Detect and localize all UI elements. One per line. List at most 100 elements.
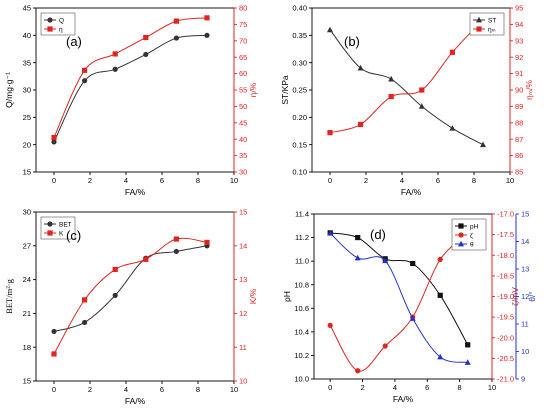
p1-y-right-axis-label: ηₘ/% [524, 80, 534, 100]
p3-series-2-point [327, 230, 334, 236]
p0-series-1-point [51, 134, 57, 141]
p2-legend-label: K [59, 230, 64, 237]
p3-y-right1-tick-label: -18.5 [497, 271, 514, 280]
p3-y-left-tick-label: 10.6 [294, 304, 309, 313]
p3-y-right2-tick-label: 9 [521, 375, 525, 384]
p1-y-right-tick-label: 90 [515, 86, 523, 95]
p0-y-right-tick-label: 70 [239, 36, 247, 45]
p2-series-1-point [204, 239, 210, 246]
p3-y-left-tick-label: 11.4 [295, 210, 309, 219]
p0-y-left-tick-label: 25 [23, 113, 31, 122]
p2-y-right-axis-label: K/% [248, 288, 258, 304]
p1-x-tick-label: 8 [472, 176, 476, 185]
p1-series-0-point [327, 26, 333, 33]
p2-y-right-tick-label: 12 [239, 309, 247, 318]
p3-series-2-point [409, 315, 416, 321]
p1-y-left-tick-label: 0.25 [292, 86, 307, 95]
p2-y-right-tick-label: 13 [239, 275, 247, 284]
p3-series-1-line [329, 234, 469, 372]
p1-x-tick-label: 4 [400, 176, 404, 185]
p1-y-right-tick-label: 95 [515, 4, 523, 13]
p3-series-2-point [437, 353, 444, 360]
p0-legend-label: η [59, 26, 63, 33]
p0-legend-label: Q [59, 17, 64, 24]
p3-legend-swatch-marker [458, 223, 464, 229]
p3-panel-label: (d) [370, 227, 386, 242]
p1-y-left-tick-label: 0.15 [292, 140, 307, 149]
p0-series-1-point [173, 18, 179, 24]
p0-series-0-point [112, 66, 118, 72]
p0-y-right-tick-label: 60 [239, 69, 247, 78]
p3-series-0-point [410, 260, 416, 267]
p3-y-left-tick-label: 11.0 [295, 257, 309, 266]
p0-y-right-tick-label: 55 [239, 86, 247, 95]
p0-y-left-tick-label: 15 [23, 168, 31, 177]
p1-y-right-tick-label: 94 [515, 20, 523, 29]
p3-y-left-tick-label: 10.2 [294, 351, 309, 360]
p3-series-2-point [382, 257, 389, 264]
p1-series-1-point [358, 121, 364, 128]
p1-panel-label: (b) [344, 34, 360, 49]
p0-legend-swatch-marker [47, 26, 53, 32]
p1-y-right-tick-label: 93 [515, 36, 523, 45]
p0-legend-box [40, 12, 76, 36]
p1-legend-swatch-marker [476, 26, 482, 32]
p3-x-tick-label: 2 [360, 383, 364, 392]
p3-x-tick-label: 8 [458, 383, 462, 392]
p2-legend-label: BET [59, 221, 72, 228]
p1-y-left-axis-label: ST/KPa [280, 75, 290, 105]
p3-y-left-tick-label: 10.8 [294, 280, 309, 289]
p2-panel-label: (c) [66, 228, 81, 243]
p3-y-right2-tick-label: 11 [521, 320, 529, 329]
p1-series-0-point [388, 75, 395, 82]
p3-series-2-point [354, 254, 361, 261]
p1-y-left-tick-label: 0.40 [292, 4, 307, 13]
p3-series-1-point [437, 256, 443, 262]
p1-series-0-point [449, 125, 456, 131]
p3-legend-label: θ [470, 241, 474, 248]
p3-y-right2-tick-label: 10 [521, 347, 529, 356]
p1-series-1-line [329, 19, 484, 134]
p2-series-1-point [112, 266, 118, 273]
p1-series-0-point [480, 141, 486, 148]
p0-x-tick-label: 8 [196, 176, 200, 185]
p2-series-1-point [173, 236, 179, 242]
p2-x-tick-label: 6 [160, 385, 164, 394]
p0-x-tick-label: 0 [52, 176, 56, 185]
p3-series-1-point [382, 343, 388, 349]
p2-series-0-point [173, 248, 179, 255]
p3-x-tick-label: 0 [328, 383, 332, 392]
p0-y-left-tick-label: 40 [23, 31, 31, 40]
p3-x-axis-label: FA/% [393, 394, 414, 404]
p3-y-left-tick-label: 11.2 [295, 233, 309, 242]
p3-y-right2-tick-label: 13 [521, 265, 529, 274]
p0-y-left-tick-label: 35 [23, 58, 31, 67]
p1-x-axis-label: FA/% [401, 187, 422, 197]
p2-legend-swatch-marker [47, 230, 53, 236]
p3-y-right1-tick-label: -19.5 [497, 313, 514, 322]
p1-series-1-point [449, 49, 455, 55]
p3-y-right1-tick-label: -17.0 [497, 210, 514, 219]
p1-y-right-tick-label: 91 [515, 69, 523, 78]
p1-series-1-point [388, 93, 394, 100]
p3-y-right1-tick-label: -17.5 [497, 230, 514, 239]
p2-series-1-point [143, 256, 149, 262]
p2-legend-swatch-marker [47, 221, 53, 227]
p1-y-right-tick-label: 92 [515, 53, 523, 62]
p2-y-left-tick-label: 30 [23, 208, 31, 217]
p3-legend-label: ζ [470, 232, 473, 239]
p2-y-left-tick-label: 15 [23, 377, 31, 386]
p0-x-axis-label: FA/% [125, 187, 146, 197]
p0-x-tick-label: 4 [124, 176, 128, 185]
p2-series-1-point [51, 351, 57, 357]
p0-y-left-tick-label: 20 [23, 140, 31, 149]
p3-series-2-line [329, 232, 468, 363]
p1-legend-swatch-marker [476, 16, 482, 23]
p1-y-left-tick-label: 0.30 [292, 58, 307, 67]
p3-y-right1-axis-label: ζ/mV [510, 287, 520, 306]
p2-series-0-line [53, 245, 208, 332]
p0-series-1-point [204, 15, 210, 21]
p0-x-tick-label: 6 [160, 176, 164, 185]
p0-y-right-tick-label: 75 [239, 20, 247, 29]
